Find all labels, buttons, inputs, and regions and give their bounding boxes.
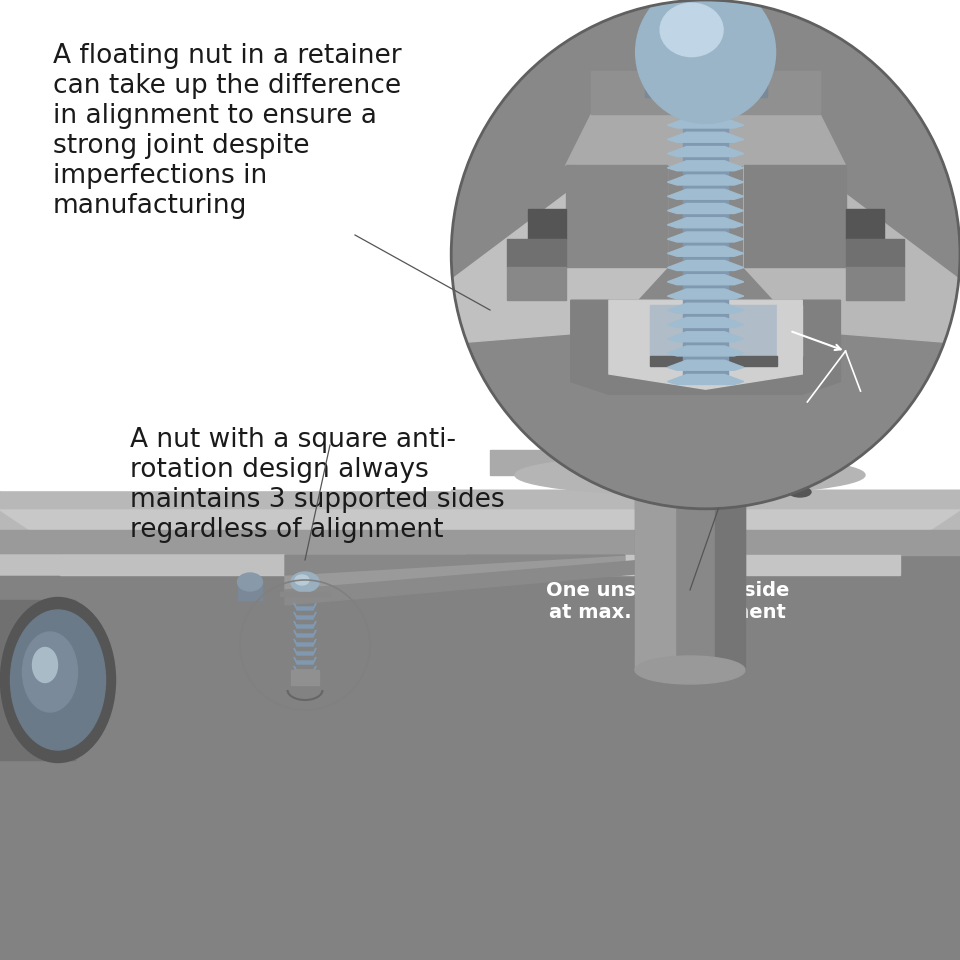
Polygon shape: [644, 79, 767, 97]
Polygon shape: [294, 639, 316, 646]
Polygon shape: [667, 374, 744, 384]
Polygon shape: [667, 132, 744, 142]
Polygon shape: [667, 147, 744, 156]
Polygon shape: [667, 104, 744, 114]
Polygon shape: [683, 97, 729, 381]
Polygon shape: [667, 175, 744, 185]
Polygon shape: [744, 165, 846, 267]
Polygon shape: [667, 360, 744, 371]
Polygon shape: [285, 557, 680, 605]
Polygon shape: [238, 582, 262, 600]
Ellipse shape: [291, 572, 319, 592]
Polygon shape: [294, 648, 316, 655]
Polygon shape: [667, 318, 744, 327]
Ellipse shape: [515, 455, 865, 495]
Polygon shape: [609, 300, 803, 389]
Circle shape: [451, 0, 960, 509]
Polygon shape: [571, 300, 840, 395]
Polygon shape: [667, 303, 744, 313]
Polygon shape: [667, 275, 744, 285]
Polygon shape: [667, 189, 744, 200]
Polygon shape: [635, 450, 675, 670]
Ellipse shape: [33, 647, 58, 683]
Polygon shape: [667, 218, 744, 228]
Polygon shape: [777, 305, 803, 356]
Polygon shape: [60, 555, 900, 575]
Polygon shape: [0, 600, 75, 760]
Polygon shape: [846, 267, 904, 300]
Polygon shape: [294, 657, 316, 664]
Polygon shape: [744, 165, 960, 344]
Text: A nut with a square anti-
rotation design always
maintains 3 supported sides
reg: A nut with a square anti- rotation desig…: [130, 427, 504, 543]
Ellipse shape: [11, 610, 106, 750]
Polygon shape: [0, 510, 960, 530]
Polygon shape: [667, 247, 744, 256]
Ellipse shape: [22, 632, 78, 712]
Polygon shape: [451, 165, 667, 344]
Polygon shape: [291, 670, 319, 685]
Polygon shape: [294, 612, 316, 619]
Polygon shape: [528, 208, 565, 239]
Polygon shape: [667, 346, 744, 356]
Polygon shape: [667, 118, 744, 128]
Polygon shape: [507, 267, 565, 300]
Ellipse shape: [635, 656, 745, 684]
Polygon shape: [635, 450, 745, 670]
Polygon shape: [280, 592, 330, 596]
Polygon shape: [0, 490, 960, 530]
FancyBboxPatch shape: [0, 490, 960, 960]
Polygon shape: [846, 239, 904, 267]
Ellipse shape: [1, 597, 115, 762]
Text: A floating nut in a retainer
can take up the difference
in alignment to ensure a: A floating nut in a retainer can take up…: [53, 43, 401, 219]
Polygon shape: [0, 555, 470, 575]
Polygon shape: [591, 71, 820, 114]
Polygon shape: [667, 204, 744, 213]
Polygon shape: [846, 208, 884, 239]
Polygon shape: [294, 666, 316, 673]
Polygon shape: [294, 603, 316, 610]
Text: One unsupported side
at max. displacement: One unsupported side at max. displacemen…: [545, 581, 789, 622]
Ellipse shape: [295, 575, 309, 585]
Polygon shape: [285, 555, 625, 590]
Polygon shape: [565, 114, 846, 165]
Polygon shape: [507, 239, 565, 267]
Ellipse shape: [775, 466, 825, 484]
Polygon shape: [490, 450, 840, 475]
Polygon shape: [650, 356, 777, 367]
FancyArrowPatch shape: [792, 331, 841, 350]
Polygon shape: [667, 289, 744, 299]
Ellipse shape: [237, 573, 262, 591]
Polygon shape: [775, 450, 825, 475]
Polygon shape: [294, 630, 316, 637]
Ellipse shape: [636, 0, 776, 124]
Polygon shape: [667, 232, 744, 242]
Ellipse shape: [660, 3, 723, 57]
Polygon shape: [667, 160, 744, 171]
Polygon shape: [715, 450, 745, 670]
Ellipse shape: [789, 487, 811, 497]
Polygon shape: [0, 0, 450, 490]
Polygon shape: [667, 332, 744, 342]
Polygon shape: [667, 260, 744, 271]
Polygon shape: [294, 621, 316, 628]
Polygon shape: [565, 165, 667, 267]
Polygon shape: [650, 305, 777, 356]
Polygon shape: [0, 530, 960, 555]
Polygon shape: [285, 555, 625, 575]
Polygon shape: [675, 38, 736, 89]
